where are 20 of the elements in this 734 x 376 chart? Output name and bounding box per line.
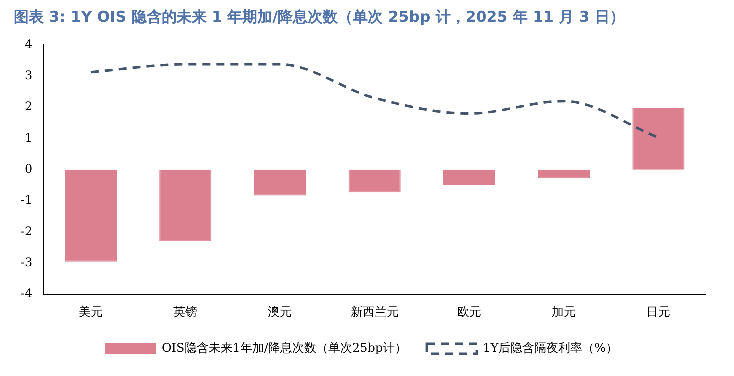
y-tick-label: 3 [25,68,33,82]
y-tick-label: -3 [20,256,33,270]
x-tick-label: 英镑 [174,304,198,319]
x-tick-label: 新西兰元 [350,304,399,319]
line-series [90,63,660,140]
x-tick-label: 澳元 [268,304,292,319]
y-tick-label: 2 [25,100,33,114]
y-tick-label: 4 [25,37,34,52]
y-tick-label: -4 [20,286,34,301]
chart-title: 图表 3: 1Y OIS 隐含的未来 1 年期加/降息次数（单次 25bp 计，2025 年 11 月 3 日） [14,8,626,27]
legend-label: OIS隐含未来1年加/降息次数（单次25bp计） [162,341,408,356]
x-tick-label: 加元 [552,304,576,319]
x-tick-label: 日元 [646,304,671,319]
y-tick-label: -1 [20,193,33,208]
y-tick-label: 1 [25,130,33,145]
y-tick-label: -2 [20,224,33,238]
legend-label: 1Y后隐含隔夜利率（%） [483,341,618,356]
x-tick-label: 美元 [78,304,103,319]
y-tick-label: 0 [25,162,33,176]
x-tick-label: 欧元 [457,304,482,319]
